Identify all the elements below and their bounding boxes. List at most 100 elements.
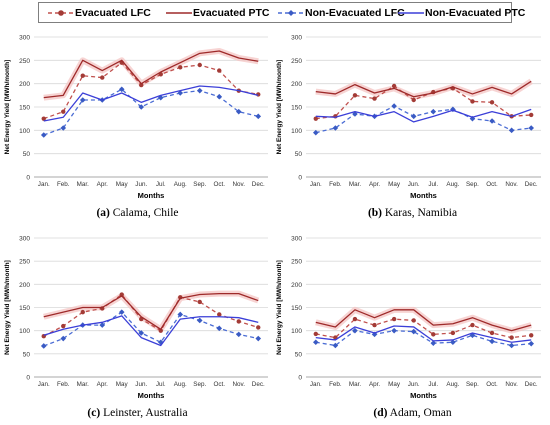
data-point-evac-lfc [80,73,85,78]
x-tick-label: Dec. [525,381,538,388]
y-tick-label-200: 200 [19,81,30,88]
caption-label-c: (c) [87,407,101,419]
caption-text-calama: Calama, Chile [109,207,179,219]
data-point-evac-lfc [217,68,222,73]
data-point-nonevac-lfc [528,125,535,131]
data-point-nonevac-lfc [391,327,397,334]
data-point-evac-lfc [41,116,46,121]
legend-label-non-evacuated-lfc: Non-Evacuated LFC [305,6,405,19]
y-tick-label-300: 300 [291,35,302,42]
y-tick-label-50: 50 [295,151,303,158]
legend-item-non-evacuated-ptc: Non-Evacuated PTC [397,3,525,22]
x-tick-label: Nov. [233,181,246,188]
caption-text-karas: Karas, Namibia [382,207,458,219]
y-tick-label-250: 250 [19,58,30,65]
x-tick-label: Jul. [156,181,166,188]
y-tick-label-300: 300 [19,236,30,243]
x-axis-title: Months [410,391,437,400]
data-point-evac-lfc [197,62,202,68]
series-line-nonevac-ptc [43,85,259,122]
data-point-nonevac-lfc [99,322,106,328]
data-point-evac-lfc [411,97,416,103]
chart-legend: Evacuated LFC Evacuated PTC Non-Evacuate… [38,2,525,23]
data-point-nonevac-lfc [177,311,184,318]
y-tick-label-100: 100 [19,328,30,335]
y-tick-label-200: 200 [291,282,302,289]
data-point-evac-lfc [217,312,222,317]
x-tick-label: Oct. [213,181,225,188]
y-axis-title: Net Energy Yield [MWh/month] [4,260,11,355]
data-point-nonevac-lfc [216,325,223,332]
data-point-evac-lfc [450,330,456,336]
x-tick-label: Mar. [77,381,89,388]
caption-calama: (a) Calama, Chile [0,207,275,219]
x-tick-label: Sep. [193,181,206,188]
caption-karas: (b) Karas, Namibia [275,207,550,219]
y-tick-label-0: 0 [298,375,302,382]
data-point-evac-lfc [100,75,105,80]
x-tick-label: Aug. [174,381,187,388]
x-tick-label: Nov. [505,381,518,388]
legend-swatch-non-evacuated-ptc [398,11,424,14]
x-tick-label: May [388,181,401,188]
x-tick-label: Feb. [329,381,342,388]
caption-adam: (d) Adam, Oman [275,407,550,419]
data-point-nonevac-lfc [40,132,47,138]
y-tick-label-0: 0 [298,175,302,182]
x-tick-label: Sep. [466,381,479,388]
x-tick-label: Jan. [38,381,50,388]
y-tick-label-200: 200 [19,282,30,289]
series-line-nonevac-lfc [43,88,259,136]
data-point-nonevac-lfc [118,86,125,93]
x-tick-label: Dec. [252,381,265,388]
data-point-nonevac-lfc [391,103,397,109]
legend-label-evacuated-lfc: Evacuated LFC [75,6,151,19]
data-point-evac-lfc [411,318,416,323]
x-tick-label: Nov. [233,381,246,388]
x-tick-label: Dec. [252,181,265,188]
data-point-nonevac-lfc [410,328,417,335]
data-point-nonevac-lfc [312,129,319,136]
caption-leinster: (c) Leinster, Australia [0,407,275,419]
chart-calama: 0 50 100 150 200 250 300 Jan. Feb. Mar. Apr. May Jun… [4,35,268,200]
legend-swatch-evacuated-lfc [48,9,74,16]
caption-text-adam: Adam, Oman [387,407,452,419]
data-point-evac-lfc [119,292,124,297]
legend-label-evacuated-ptc: Evacuated PTC [193,6,270,19]
y-axis-title: Net Energy Yield [MWh/month] [4,60,11,155]
data-point-evac-lfc [313,116,318,121]
data-point-nonevac-lfc [235,331,242,338]
data-point-evac-lfc [256,325,261,330]
y-tick-label-300: 300 [291,236,302,243]
x-tick-label: May [388,381,401,388]
y-tick-label-250: 250 [291,58,302,65]
data-point-nonevac-lfc [138,330,145,336]
x-tick-label: Jun. [408,181,420,188]
data-point-evac-lfc [489,100,495,105]
series-line-evac-ptc [315,309,532,332]
data-point-evac-lfc [431,332,436,337]
data-point-nonevac-lfc [508,342,515,349]
data-point-nonevac-lfc [410,113,417,120]
data-point-nonevac-lfc [216,93,223,100]
data-point-evac-lfc [391,83,397,89]
chart-leinster: 0 50 100 150 200 250 300 Jan. Feb. Mar. Apr. May Jun… [4,236,268,400]
data-point-nonevac-lfc [235,108,242,115]
series-line-evac-lfc [315,85,532,120]
y-tick-label-100: 100 [291,128,302,135]
x-tick-label: Jan. [310,181,322,188]
y-tick-label-250: 250 [19,259,30,266]
data-point-nonevac-lfc [332,125,339,131]
data-point-nonevac-lfc [352,327,358,334]
legend-label-non-evacuated-ptc: Non-Evacuated PTC [425,6,526,19]
data-point-nonevac-lfc [450,339,456,346]
x-tick-label: Jul. [428,381,438,388]
x-tick-label: Sep. [466,181,479,188]
x-axis-title: Months [138,191,165,200]
x-tick-label: Aug. [446,181,459,188]
x-tick-label: Feb. [57,381,70,388]
x-tick-label: Apr. [369,181,380,188]
series-line-evac-lfc [315,318,532,339]
x-tick-label: Mar. [349,381,361,388]
x-tick-label: Jun. [135,381,147,388]
